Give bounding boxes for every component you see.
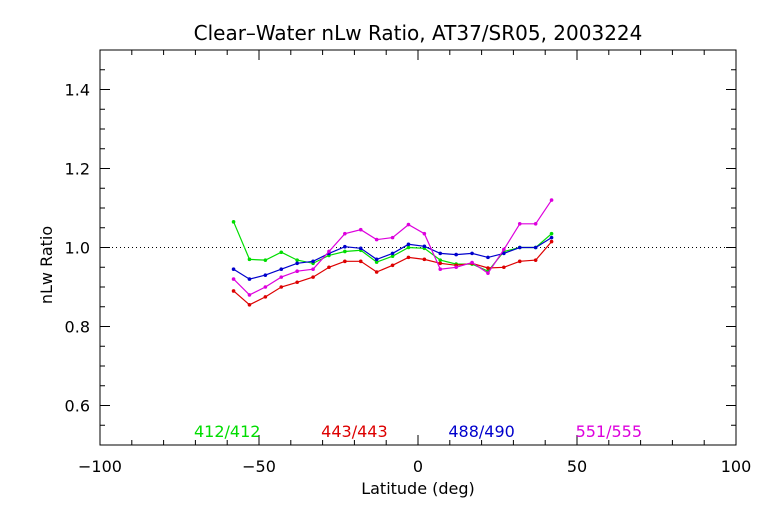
x-tick-label: −100 <box>78 457 122 476</box>
data-point <box>390 263 395 268</box>
data-point <box>343 259 347 264</box>
data-point <box>279 285 284 289</box>
x-axis-label: Latitude (deg) <box>361 479 475 498</box>
data-point <box>343 249 347 254</box>
data-point <box>390 235 395 240</box>
data-point <box>406 255 411 260</box>
legend-label: 551/555 <box>576 422 642 441</box>
data-point <box>470 251 474 256</box>
data-point <box>486 266 490 270</box>
data-point <box>231 277 236 281</box>
y-tick-label: 1.0 <box>65 239 90 258</box>
data-point <box>358 246 363 251</box>
data-point <box>247 277 252 281</box>
data-point <box>422 231 427 236</box>
x-tick-label: −50 <box>242 457 276 476</box>
data-point <box>263 295 268 299</box>
data-point <box>517 222 522 226</box>
data-point <box>247 293 252 297</box>
legend: 412/412 443/443 488/490 551/555 <box>194 422 642 441</box>
data-point <box>247 302 252 307</box>
data-point <box>374 237 379 242</box>
data-point <box>263 258 268 262</box>
data-point <box>486 255 490 260</box>
data-point <box>231 289 236 293</box>
y-tick-label: 0.6 <box>65 397 90 416</box>
data-point <box>454 265 458 270</box>
series-layer <box>231 198 554 307</box>
data-point <box>406 222 411 227</box>
data-point <box>549 198 554 202</box>
data-point <box>533 258 538 262</box>
data-point <box>295 258 299 262</box>
series-1 <box>231 239 554 307</box>
data-point <box>438 258 443 262</box>
y-tick-label: 0.8 <box>65 318 90 337</box>
data-point <box>263 285 268 289</box>
x-tick-label: 0 <box>413 457 423 476</box>
data-point <box>517 245 522 250</box>
data-point <box>358 259 363 264</box>
data-point <box>502 247 506 252</box>
data-point <box>295 261 299 266</box>
data-point <box>231 220 236 224</box>
legend-label: 443/443 <box>321 422 387 441</box>
data-point <box>311 267 315 272</box>
data-point <box>279 267 284 272</box>
data-point <box>406 245 411 250</box>
data-point <box>263 273 268 277</box>
data-point <box>295 269 299 274</box>
axes: −100 −50 0 50 100 0.6 0.8 1.0 1.2 1.4 <box>65 49 752 476</box>
chart-title: Clear–Water nLw Ratio, AT37/SR05, 200322… <box>194 21 643 45</box>
data-point <box>517 259 522 264</box>
data-point <box>438 251 443 256</box>
data-point <box>343 231 347 236</box>
series-line <box>233 237 552 280</box>
x-tick-label: 100 <box>721 457 752 476</box>
data-point <box>311 259 315 264</box>
data-point <box>358 227 363 232</box>
data-point <box>374 260 379 264</box>
data-point <box>311 275 315 279</box>
y-tick-label: 1.2 <box>65 160 90 179</box>
data-point <box>549 231 554 236</box>
data-point <box>422 257 427 262</box>
data-point <box>486 271 490 275</box>
data-point <box>295 280 299 285</box>
data-point <box>502 265 506 270</box>
data-point <box>422 244 427 249</box>
data-point <box>247 257 252 262</box>
data-point <box>343 244 347 249</box>
data-point <box>390 251 395 256</box>
data-point <box>454 252 458 257</box>
data-point <box>470 260 474 265</box>
y-tick-label: 1.4 <box>65 81 90 100</box>
x-tick-label: 50 <box>567 457 587 476</box>
data-point <box>374 257 379 262</box>
data-point <box>327 265 331 270</box>
data-point <box>374 270 379 274</box>
series-3 <box>231 198 554 297</box>
data-point <box>533 222 538 226</box>
data-point <box>549 235 554 240</box>
y-axis-label: nLw Ratio <box>37 226 56 304</box>
data-point <box>279 275 284 279</box>
data-point <box>390 254 395 258</box>
data-point <box>549 239 554 244</box>
data-point <box>502 251 506 256</box>
data-point <box>406 242 411 247</box>
data-point <box>279 250 284 255</box>
data-point <box>231 267 236 272</box>
data-point <box>438 267 443 272</box>
legend-label: 488/490 <box>448 422 514 441</box>
series-2 <box>231 235 554 281</box>
data-point <box>438 261 443 266</box>
data-point <box>533 245 538 250</box>
legend-label: 412/412 <box>194 422 260 441</box>
data-point <box>327 249 331 254</box>
